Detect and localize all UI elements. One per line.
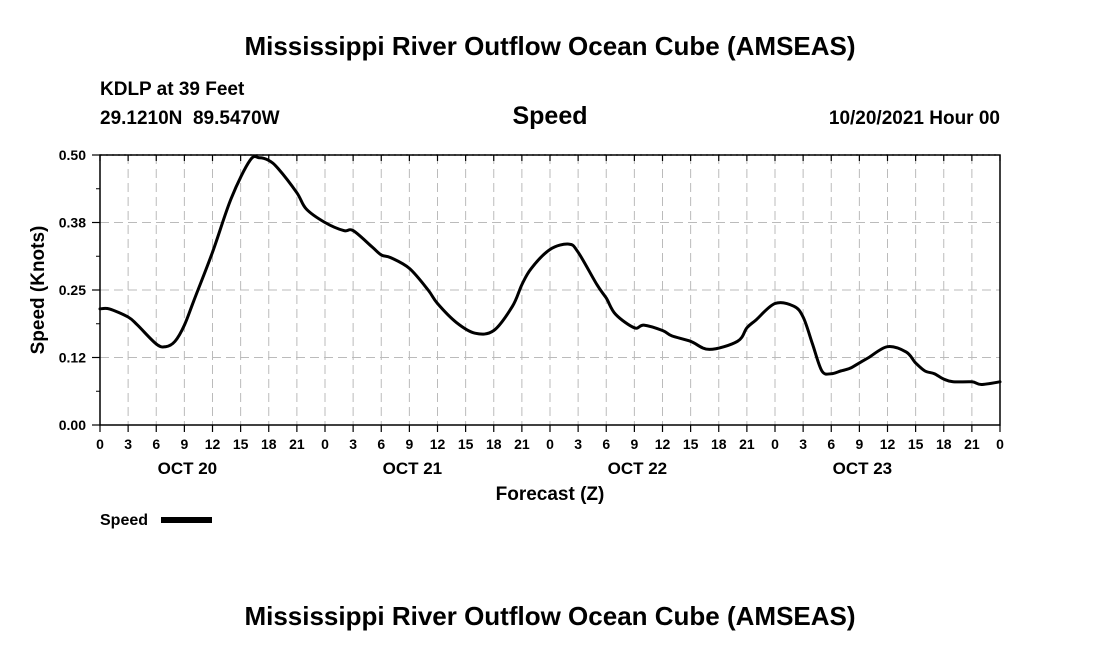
datetime-label: 10/20/2021 Hour 00 [829,108,1000,129]
x-tick-label: 9 [855,436,863,452]
footer-title: Mississippi River Outflow Ocean Cube (AM… [244,601,855,631]
x-tick-label: 9 [405,436,413,452]
x-tick-label: 21 [739,436,755,452]
x-axis-title: Forecast (Z) [496,484,605,505]
x-tick-label: 15 [683,436,699,452]
y-tick-label: 0.38 [59,215,86,231]
x-tick-label: 12 [880,436,896,452]
x-tick-label: 15 [908,436,924,452]
day-label: OCT 20 [158,459,218,478]
x-tick-label: 6 [377,436,385,452]
day-labels: OCT 20 OCT 21 OCT 22 OCT 23 [158,459,893,478]
coordinates-label: 29.1210N 89.5470W [100,108,280,129]
x-tick-label: 21 [964,436,980,452]
x-tick-label: 0 [996,436,1004,452]
x-tick-label: 3 [349,436,357,452]
y-tick-label: 0.50 [59,147,86,163]
main-title: Mississippi River Outflow Ocean Cube (AM… [244,31,855,61]
y-tick-label: 0.12 [59,350,86,366]
x-tick-label: 0 [96,436,104,452]
x-tick-label: 6 [152,436,160,452]
x-tick-label: 3 [574,436,582,452]
grid [100,154,1000,426]
x-tick-label: 12 [655,436,671,452]
x-tick-label: 12 [430,436,446,452]
day-label: OCT 21 [383,459,443,478]
legend-swatch [161,517,212,523]
x-tick-label: 0 [546,436,554,452]
y-axis-title: Speed (Knots) [28,226,49,355]
x-tick-label: 15 [458,436,474,452]
x-tick-label: 3 [124,436,132,452]
day-label: OCT 22 [608,459,668,478]
station-label: KDLP at 39 Feet [100,79,245,100]
x-tick-label: 21 [514,436,530,452]
series-layer [98,155,1002,386]
x-tick-label: 21 [289,436,305,452]
x-tick-label: 18 [261,436,277,452]
x-tick-label: 0 [771,436,779,452]
x-axis: 0 3 6 9 12 15 18 21 0 3 6 9 12 15 18 21 0 3 6 9 12 15 18 21 0 3 6 9… [96,155,1004,452]
x-tick-label: 12 [205,436,221,452]
x-tick-label: 15 [233,436,249,452]
y-tick-label: 0.25 [59,282,86,298]
chart-title: Speed [512,102,587,130]
x-tick-label: 18 [486,436,502,452]
x-tick-label: 9 [630,436,638,452]
x-tick-label: 9 [180,436,188,452]
x-tick-label: 3 [799,436,807,452]
x-tick-label: 6 [602,436,610,452]
y-tick-label: 0.00 [59,417,86,433]
day-label: OCT 23 [833,459,893,478]
x-tick-label: 0 [321,436,329,452]
y-axis: 0.00 0.12 0.25 0.38 0.50 [59,147,100,433]
x-tick-label: 6 [827,436,835,452]
legend-label: Speed [100,512,148,529]
x-tick-label: 18 [711,436,727,452]
legend: Speed [100,512,212,529]
x-tick-label: 18 [936,436,952,452]
speed-series-line [98,155,1002,386]
